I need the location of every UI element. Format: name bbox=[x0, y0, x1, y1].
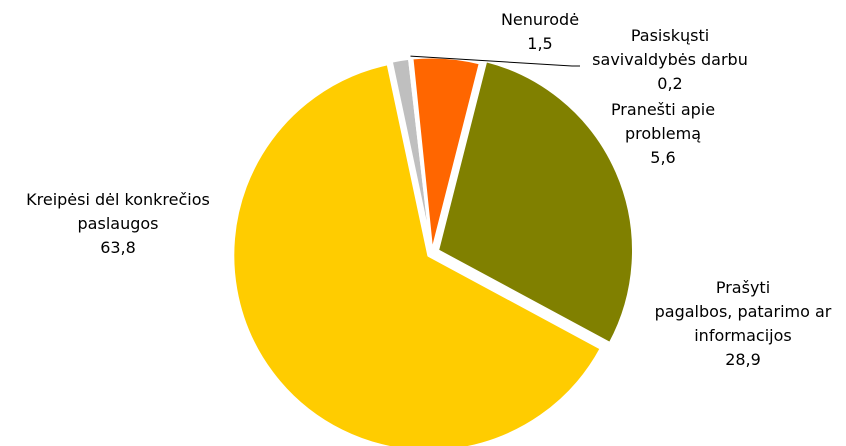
slice-label-line: Prašyti bbox=[716, 278, 770, 297]
slice-label-line: informacijos bbox=[694, 326, 792, 345]
slice-label: Prašyti pagalbos, patarimo ar informacijos… bbox=[655, 278, 832, 369]
slice-value: 0,2 bbox=[657, 74, 682, 93]
slice-value: 1,5 bbox=[527, 34, 552, 53]
slice-label-line: savivaldybės darbu bbox=[592, 50, 748, 69]
slice-label-line: pagalbos, patarimo ar bbox=[655, 302, 832, 321]
slice-label: Pranešti apie problemą 5,6 bbox=[611, 100, 715, 167]
slice-value: 28,9 bbox=[725, 350, 761, 369]
slice-label-line: paslaugos bbox=[78, 214, 159, 233]
slice-value: 5,6 bbox=[650, 148, 675, 167]
pie-slice bbox=[410, 55, 482, 255]
slice-labels: Nenurodė 1,5 Pasiskųsti savivaldybės darbu 0… bbox=[26, 10, 832, 369]
slice-value: 63,8 bbox=[100, 238, 136, 257]
slice-label-line: problemą bbox=[625, 124, 701, 143]
slice-label-line: Pasiskųsti bbox=[631, 26, 709, 45]
slice-label: Nenurodė 1,5 bbox=[501, 10, 579, 53]
leader-lines bbox=[410, 55, 580, 67]
leader-line bbox=[410, 55, 580, 67]
slice-label: Kreipėsi dėl konkrečios paslaugos 63,8 bbox=[26, 190, 210, 257]
pie-slice bbox=[435, 59, 635, 346]
pie-slices bbox=[231, 55, 635, 446]
slice-label-line: Nenurodė bbox=[501, 10, 579, 29]
slice-label-line: Kreipėsi dėl konkrečios bbox=[26, 190, 210, 209]
slice-label: Pasiskųsti savivaldybės darbu 0,2 bbox=[592, 26, 748, 93]
pie-slice bbox=[231, 62, 603, 446]
slice-label-line: Pranešti apie bbox=[611, 100, 715, 119]
